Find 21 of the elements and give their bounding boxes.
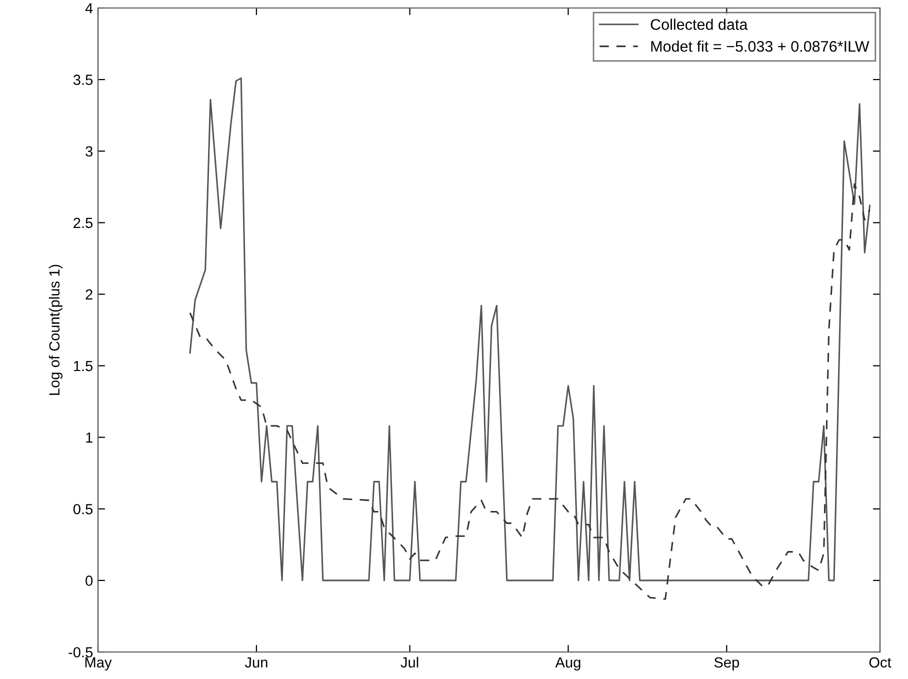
y-tick-label: 1.5 [74,361,93,372]
y-axis-title: Log of Count(plus 1) [48,264,62,395]
x-tick-label: Sep [714,657,740,670]
x-tick-label: May [85,657,112,670]
x-tick-label: Jul [400,656,418,668]
x-tick-label: Oct [869,657,892,668]
legend-label: Collected data [650,18,748,30]
y-tick-label: 3.5 [73,74,93,85]
y-tick-label: 0.5 [73,504,93,514]
legend-label: Modet fit = −5.033 + 0.0876*ILW [651,40,870,52]
y-tick-label: 2 [86,289,92,300]
x-tick-label: Aug [555,657,580,670]
y-tick-label: 1 [86,432,92,443]
y-tick-label: -0.5 [68,647,93,658]
y-tick-label: 4 [85,3,93,14]
line-series [189,77,871,582]
y-tick-label: 0 [86,576,93,586]
y-tick-label: 3 [86,146,92,157]
y-tick-label: 2.5 [74,218,93,228]
line-series [189,183,871,600]
x-tick-label: Jun [244,657,268,668]
